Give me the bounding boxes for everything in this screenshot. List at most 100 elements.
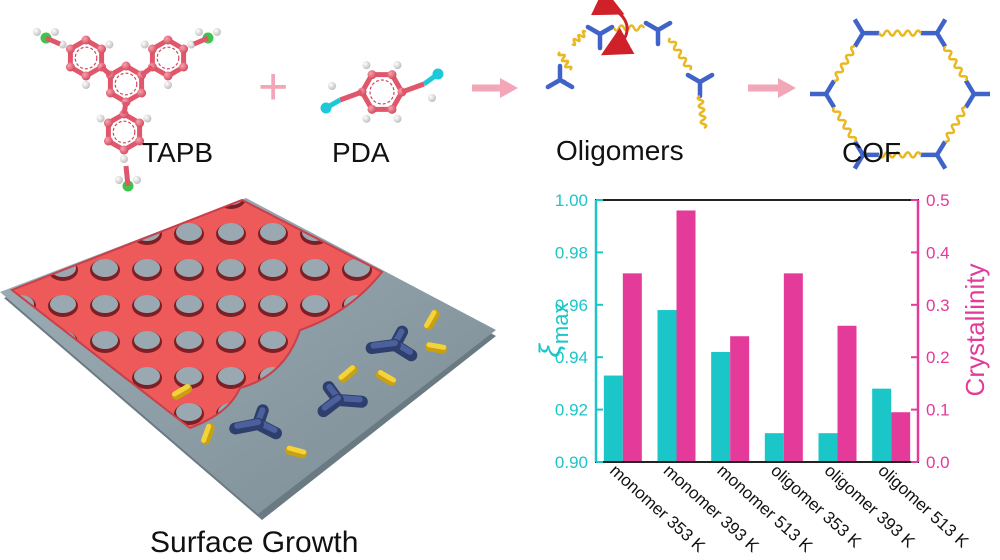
rod-highlight	[424, 310, 437, 328]
carbon-atom	[135, 118, 145, 128]
bar-crystallinity	[622, 273, 642, 462]
carbon-atom	[147, 44, 157, 54]
spring-linker	[696, 94, 708, 130]
hydrogen-atom	[362, 61, 371, 70]
carbon-atom	[387, 70, 397, 80]
rotation-arrow-icon	[591, 0, 635, 56]
tripod-arm	[545, 77, 563, 90]
x-tick-label: oligomer 513 K	[874, 461, 972, 552]
tripod-linker	[365, 325, 418, 362]
bond	[324, 97, 342, 111]
hydrogen-atom	[133, 176, 141, 184]
plus-sign: +	[258, 58, 288, 116]
carbon-atom	[105, 88, 115, 98]
hydrogen-atom	[213, 28, 221, 36]
bars	[603, 210, 911, 462]
tripod-highlight	[370, 340, 398, 349]
bond	[45, 35, 61, 47]
carbon-atom	[387, 104, 397, 114]
cof-film	[9, 198, 384, 430]
hydrogen-atom	[120, 155, 128, 163]
y-left-tick-label: 0.92	[555, 401, 588, 420]
spring-linker	[571, 29, 587, 47]
cof-edge	[852, 31, 865, 48]
cof-edge	[963, 79, 976, 96]
cof-edge	[824, 92, 837, 109]
spring-linker	[831, 106, 858, 143]
surface-growth-caption: Surface Growth	[150, 526, 358, 559]
tripod-highlight	[321, 395, 341, 411]
carbon-atom	[65, 62, 75, 72]
rod-highlight	[426, 342, 447, 350]
pda-label: PDA	[332, 137, 390, 168]
rod-linker	[375, 370, 397, 386]
aromatic-ring	[74, 46, 98, 70]
carbon-atom	[103, 136, 113, 146]
cof-label: COF	[842, 137, 901, 168]
y-left-tick-label: 0.94	[555, 348, 588, 367]
spring-linker	[945, 106, 966, 143]
cof-edge	[963, 92, 976, 109]
rod-linker	[285, 445, 307, 459]
spring-linker	[878, 29, 922, 37]
hydrogen-atom	[82, 81, 90, 89]
spring-linker	[942, 45, 969, 82]
spring-linker	[557, 51, 573, 71]
bond	[401, 81, 425, 95]
carbon-atom	[179, 44, 189, 54]
carbon-atom	[367, 70, 377, 80]
bond	[140, 64, 154, 78]
bond	[193, 35, 209, 47]
rod-linker	[424, 309, 440, 331]
carbon-atom	[103, 118, 113, 128]
y-right-tick-label: 0.0	[926, 453, 950, 472]
bond	[99, 65, 113, 77]
tripod-arm	[597, 24, 615, 37]
y-left-tick-label: 0.98	[555, 243, 588, 262]
pda-molecule	[320, 61, 444, 123]
hydrogen-atom	[96, 114, 105, 123]
carbon-atom	[367, 104, 377, 114]
bond	[422, 71, 440, 87]
carbon-atom	[81, 71, 91, 81]
aromatic-ring	[156, 46, 180, 70]
oligomers-structure	[545, 20, 715, 130]
hydrogen-atom	[328, 82, 336, 90]
cof-edge	[824, 79, 837, 96]
carbon-atom	[81, 35, 91, 45]
tapb-molecule	[33, 28, 221, 192]
bond	[339, 89, 363, 103]
bar-crystallinity	[891, 412, 911, 462]
y-right-tick-label: 0.1	[926, 401, 950, 420]
hydrogen-atom	[164, 81, 172, 89]
carbon-atom	[137, 88, 147, 98]
bar-xi-max	[872, 388, 892, 462]
hydrogen-atom	[393, 114, 402, 123]
bar-chart: 0.90 0.92 0.94 0.96 0.98 1.00 0.0 0.1 0.2 0.3 0.4 0…	[534, 191, 990, 556]
rod-linker	[425, 342, 447, 354]
tripod-arm	[685, 72, 703, 85]
tripod-linkers	[229, 325, 418, 440]
hydrogen-atom	[195, 28, 203, 36]
carbon-atom	[135, 136, 145, 146]
bar-crystallinity	[783, 273, 803, 462]
tripod-highlight	[234, 419, 261, 429]
y-left-tick-label: 0.96	[555, 296, 588, 315]
cof-edge	[852, 140, 865, 157]
bar-xi-max	[657, 310, 677, 462]
y-left-axis-label: ξmax	[534, 303, 573, 358]
aromatic-ring	[114, 72, 138, 96]
hydrogen-atom	[115, 176, 123, 184]
carbon-atom	[97, 44, 107, 54]
cof-edge	[935, 140, 948, 157]
bar-crystallinity	[676, 210, 696, 462]
rod-linkers	[171, 309, 447, 459]
rod-highlight	[286, 445, 307, 455]
tripod-arm	[655, 20, 673, 33]
y-right-tick-label: 0.3	[926, 296, 950, 315]
rod-highlight	[201, 423, 212, 443]
bar-xi-max	[603, 375, 623, 462]
x-tick-label: oligomer 353 K	[767, 461, 865, 552]
hydrogen-atom	[33, 28, 41, 36]
